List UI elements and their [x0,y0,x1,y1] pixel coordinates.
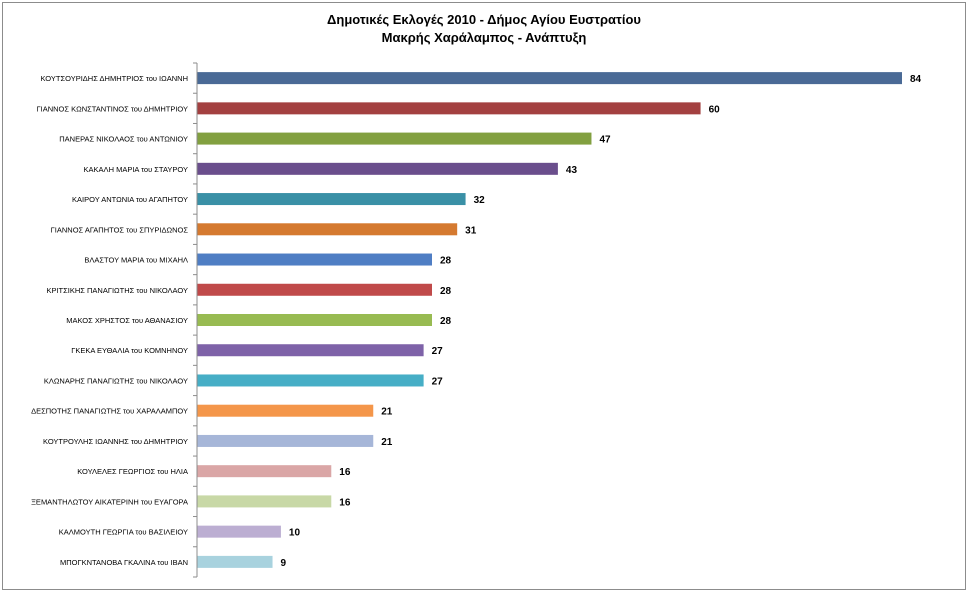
value-label: 43 [566,165,578,176]
chart-title: Δημοτικές Εκλογές 2010 - Δήμος Αγίου Ευσ… [327,12,641,27]
category-label: ΒΛΑΣΤΟΥ ΜΑΡΙΑ του ΜΙΧΑΗΛ [84,256,188,265]
bar [197,162,558,175]
chart-title-block: Δημοτικές Εκλογές 2010 - Δήμος Αγίου Ευσ… [0,11,968,47]
bar [197,344,424,357]
bar [197,283,432,296]
category-label: ΚΟΥΤΣΟΥΡΙΔΗΣ ΔΗΜΗΤΡΙΟΣ του ΙΩΑΝΝΗ [41,74,188,83]
bar [197,223,458,236]
category-label: ΓΙΑΝΝΟΣ ΚΩΝΣΤΑΝΤΙΝΟΣ του ΔΗΜΗΤΡΙΟΥ [37,104,189,113]
value-label: 84 [910,74,922,85]
value-label: 21 [381,437,393,448]
bar [197,374,424,387]
y-axis-ticks-group [193,62,197,578]
bar [197,495,332,508]
value-label: 9 [281,558,287,569]
value-label: 16 [339,467,351,478]
value-label: 27 [432,346,444,357]
category-label: ΔΕΣΠΟΤΗΣ ΠΑΝΑΓΙΩΤΗΣ του ΧΑΡΑΛΑΜΠΟΥ [31,407,188,416]
value-label: 31 [465,225,477,236]
category-label: ΚΑΙΡΟΥ ΑΝΤΩΝΙΑ του ΑΓΑΠΗΤΟΥ [72,195,188,204]
category-label: ΚΡΙΤΣΙΚΗΣ ΠΑΝΑΓΙΩΤΗΣ του ΝΙΚΟΛΑΟΥ [46,286,188,295]
category-labels-group: ΚΟΥΤΣΟΥΡΙΔΗΣ ΔΗΜΗΤΡΙΟΣ του ΙΩΑΝΝΗ ΓΙΑΝΝΟΣ… [31,74,188,567]
bar [197,132,592,145]
category-label: ΜΑΚΟΣ ΧΡΗΣΤΟΣ του ΑΘΑΝΑΣΙΟΥ [66,316,188,325]
category-label: ΚΛΩΝΑΡΗΣ ΠΑΝΑΓΙΩΤΗΣ του ΝΙΚΟΛΑΟΥ [44,376,188,385]
value-labels-group: 84 60 47 43 32 31 28 28 28 27 27 21 21 16 16 10 9 [281,74,922,569]
bar [197,253,432,266]
bar [197,465,332,478]
value-label: 28 [440,256,452,267]
value-label: 10 [289,528,301,539]
bar [197,555,273,568]
category-label: ΠΑΝΕΡΑΣ ΝΙΚΟΛΑΟΣ του ΑΝΤΩΝΙΟΥ [59,135,188,144]
bar [197,72,902,85]
category-label: ΚΟΥΛΕΛΕΣ ΓΕΩΡΓΙΟΣ του ΗΛΙΑ [77,467,188,476]
category-label: ΜΠΟΓΚΝΤΑΝΟΒΑ ΓΚΑΛΙΝΑ του ΙΒΑΝ [60,558,188,567]
bar [197,314,432,326]
category-label: ΚΑΚΑΛΗ ΜΑΡΙΑ του ΣΤΑΥΡΟΥ [84,165,188,174]
value-label: 28 [440,316,452,327]
bar [197,434,374,447]
value-label: 27 [432,376,444,387]
category-label: ΓΚΕΚΑ ΕΥΘΑΛΙΑ του ΚΟΜΝΗΝΟΥ [71,346,188,355]
value-label: 47 [599,135,611,146]
value-label: 21 [381,407,393,418]
category-label: ΚΟΥΤΡΟΥΛΗΣ ΙΩΑΝΝΗΣ του ΔΗΜΗΤΡΙΟΥ [43,437,188,446]
category-label: ΞΕΜΑΝΤΗΛΩΤΟΥ ΑΙΚΑΤΕΡΙΝΗ του ΕΥΑΓΟΡΑ [31,497,188,506]
chart-subtitle: Μακρής Χαράλαμπος - Ανάπτυξη [381,30,587,45]
bars-group [197,72,902,568]
bar [197,193,466,206]
value-label: 16 [339,497,351,508]
category-label: ΚΑΛΜΟΥΤΗ ΓΕΩΡΓΙΑ του ΒΑΣΙΛΕΙΟΥ [59,528,188,537]
category-label: ΓΙΑΝΝΟΣ ΑΓΑΠΗΤΟΣ του ΣΠΥΡΙΔΩΝΟΣ [51,225,189,234]
bar [197,102,701,115]
value-label: 60 [709,104,721,115]
value-label: 28 [440,286,452,297]
value-label: 32 [474,195,486,206]
bar [197,525,281,538]
bar [197,404,374,417]
